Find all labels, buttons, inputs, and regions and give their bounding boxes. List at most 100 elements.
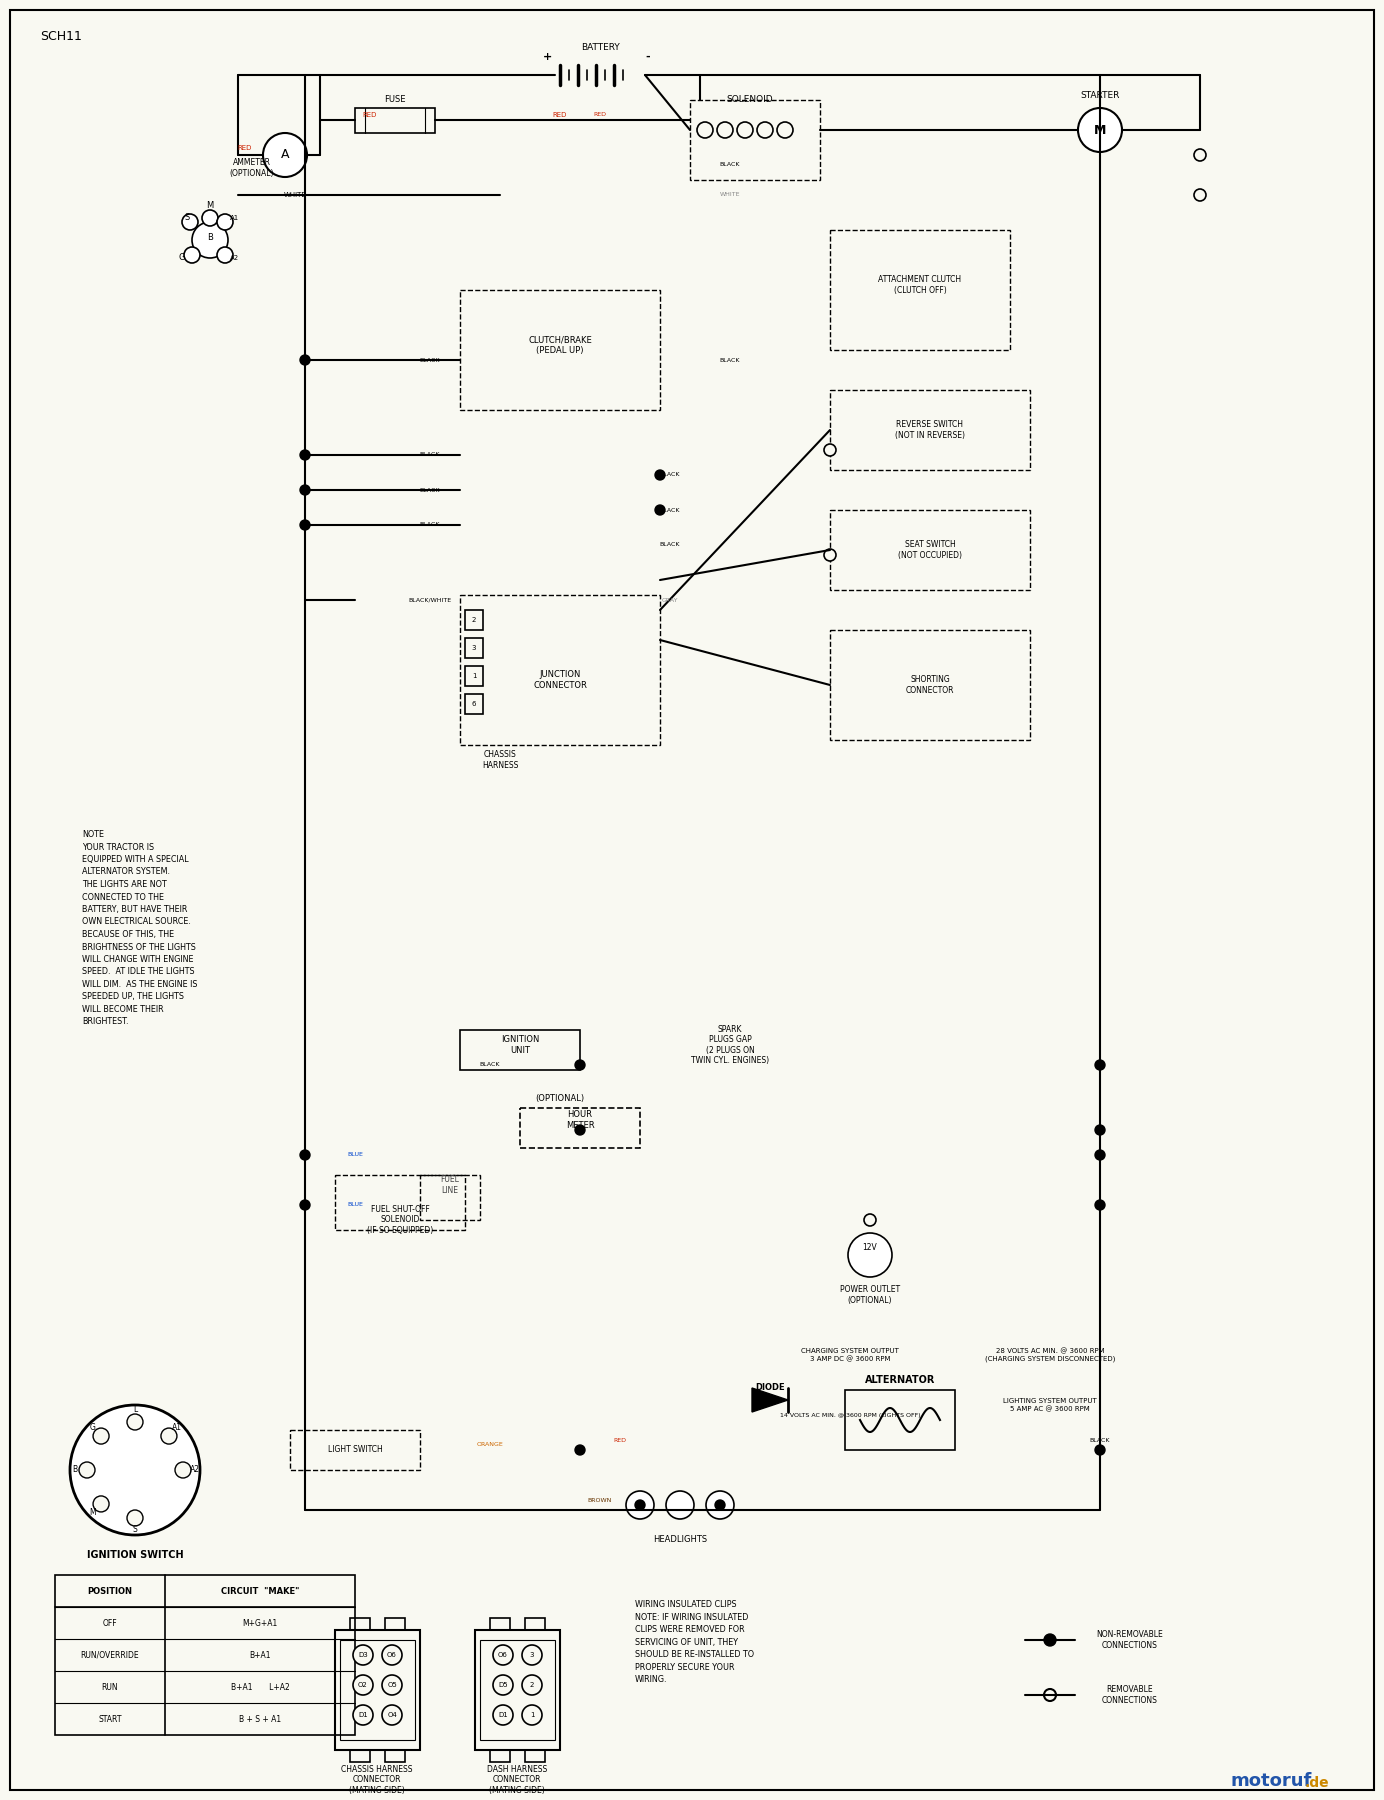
Text: M+G+A1: M+G+A1 bbox=[242, 1618, 278, 1627]
Bar bbox=[465, 610, 483, 630]
Text: BLACK: BLACK bbox=[480, 1062, 500, 1067]
Bar bbox=[490, 1750, 509, 1762]
Text: JUNCTION
CONNECTOR: JUNCTION CONNECTOR bbox=[533, 670, 587, 689]
Bar bbox=[340, 1640, 415, 1741]
Text: 28 VOLTS AC MIN. @ 3600 RPM
(CHARGING SYSTEM DISCONNECTED): 28 VOLTS AC MIN. @ 3600 RPM (CHARGING SY… bbox=[985, 1348, 1116, 1363]
Text: BLACK: BLACK bbox=[1089, 1438, 1110, 1442]
Circle shape bbox=[666, 1490, 693, 1519]
Text: CIRCUIT  "MAKE": CIRCUIT "MAKE" bbox=[221, 1586, 299, 1595]
Text: B + S + A1: B + S + A1 bbox=[239, 1714, 281, 1724]
Circle shape bbox=[493, 1645, 513, 1665]
Bar bbox=[830, 509, 1030, 590]
Circle shape bbox=[1194, 189, 1205, 202]
Text: CHASSIS
HARNESS: CHASSIS HARNESS bbox=[482, 751, 518, 770]
Circle shape bbox=[79, 1462, 95, 1478]
Bar bbox=[475, 1631, 561, 1750]
Text: .de: .de bbox=[1305, 1777, 1330, 1789]
Text: RED: RED bbox=[363, 112, 378, 119]
Text: 3: 3 bbox=[530, 1652, 534, 1658]
Bar bbox=[490, 1618, 509, 1631]
Bar bbox=[525, 1618, 545, 1631]
Bar bbox=[459, 290, 660, 410]
Text: O4: O4 bbox=[388, 1712, 397, 1717]
Circle shape bbox=[217, 247, 233, 263]
Circle shape bbox=[174, 1462, 191, 1478]
Text: 12V: 12V bbox=[862, 1244, 877, 1253]
Bar bbox=[525, 1750, 545, 1762]
Circle shape bbox=[382, 1645, 401, 1665]
Text: D5: D5 bbox=[498, 1681, 508, 1688]
Text: HOUR
METER: HOUR METER bbox=[566, 1111, 594, 1130]
Text: REMOVABLE
CONNECTIONS: REMOVABLE CONNECTIONS bbox=[1102, 1685, 1158, 1705]
Text: FUEL SHUT-OFF
SOLENOID
(IF SO EQUIPPED): FUEL SHUT-OFF SOLENOID (IF SO EQUIPPED) bbox=[367, 1206, 433, 1235]
Bar bbox=[419, 1175, 480, 1220]
Circle shape bbox=[1078, 108, 1122, 151]
Bar bbox=[520, 1109, 639, 1148]
Text: O5: O5 bbox=[388, 1681, 397, 1688]
Text: 2: 2 bbox=[530, 1681, 534, 1688]
Text: OFF: OFF bbox=[102, 1618, 118, 1627]
Text: O2: O2 bbox=[358, 1681, 368, 1688]
Circle shape bbox=[493, 1705, 513, 1724]
Text: POSITION: POSITION bbox=[87, 1586, 133, 1595]
Text: G: G bbox=[90, 1424, 95, 1433]
Text: B+A1: B+A1 bbox=[249, 1651, 271, 1660]
Circle shape bbox=[626, 1490, 655, 1519]
Text: S: S bbox=[133, 1526, 137, 1534]
Text: B: B bbox=[208, 232, 213, 241]
Text: M: M bbox=[1093, 124, 1106, 137]
Circle shape bbox=[93, 1496, 109, 1512]
Bar bbox=[459, 1030, 580, 1069]
Bar bbox=[465, 637, 483, 659]
Circle shape bbox=[300, 450, 310, 461]
Text: BLACK: BLACK bbox=[660, 542, 681, 547]
Bar bbox=[465, 666, 483, 686]
Text: D1: D1 bbox=[358, 1712, 368, 1717]
Text: CHASSIS HARNESS
CONNECTOR
(MATING SIDE): CHASSIS HARNESS CONNECTOR (MATING SIDE) bbox=[342, 1766, 412, 1795]
Circle shape bbox=[93, 1427, 109, 1444]
Text: 3: 3 bbox=[472, 644, 476, 652]
Text: BATTERY: BATTERY bbox=[581, 43, 620, 52]
Text: REVERSE SWITCH
(NOT IN REVERSE): REVERSE SWITCH (NOT IN REVERSE) bbox=[895, 419, 965, 439]
Text: WIRING INSULATED CLIPS
NOTE: IF WIRING INSULATED
CLIPS WERE REMOVED FOR
SERVICIN: WIRING INSULATED CLIPS NOTE: IF WIRING I… bbox=[635, 1600, 754, 1685]
Text: BLUE: BLUE bbox=[347, 1152, 363, 1157]
Bar bbox=[691, 101, 819, 180]
Circle shape bbox=[300, 355, 310, 365]
Text: (OPTIONAL): (OPTIONAL) bbox=[536, 1093, 584, 1102]
Circle shape bbox=[493, 1676, 513, 1696]
Text: WHITE: WHITE bbox=[284, 193, 306, 198]
Text: G: G bbox=[179, 254, 185, 263]
Circle shape bbox=[776, 122, 793, 139]
Text: BROWN: BROWN bbox=[588, 1498, 612, 1503]
Circle shape bbox=[71, 1406, 201, 1535]
Text: LIGHT SWITCH: LIGHT SWITCH bbox=[328, 1445, 382, 1454]
Text: 6: 6 bbox=[472, 700, 476, 707]
Text: START: START bbox=[98, 1714, 122, 1724]
Bar bbox=[385, 1618, 406, 1631]
Text: WHITE: WHITE bbox=[720, 193, 740, 198]
Bar bbox=[830, 391, 1030, 470]
Circle shape bbox=[263, 133, 307, 176]
Text: CHARGING SYSTEM OUTPUT
3 AMP DC @ 3600 RPM: CHARGING SYSTEM OUTPUT 3 AMP DC @ 3600 R… bbox=[801, 1348, 900, 1363]
Text: LIGHTING SYSTEM OUTPUT
5 AMP AC @ 3600 RPM: LIGHTING SYSTEM OUTPUT 5 AMP AC @ 3600 R… bbox=[1003, 1399, 1098, 1411]
Text: RUN: RUN bbox=[101, 1683, 118, 1692]
Circle shape bbox=[823, 445, 836, 455]
Text: ALTERNATOR: ALTERNATOR bbox=[865, 1375, 936, 1384]
Circle shape bbox=[161, 1427, 177, 1444]
Text: A2: A2 bbox=[190, 1465, 201, 1474]
Circle shape bbox=[1044, 1634, 1056, 1645]
Circle shape bbox=[717, 122, 734, 139]
Text: SHORTING
CONNECTOR: SHORTING CONNECTOR bbox=[905, 675, 954, 695]
Circle shape bbox=[1044, 1688, 1056, 1701]
Text: RED: RED bbox=[552, 112, 567, 119]
Text: M: M bbox=[206, 200, 213, 209]
Text: BLACK: BLACK bbox=[660, 472, 681, 477]
Text: GRAY: GRAY bbox=[662, 598, 678, 603]
Text: B: B bbox=[72, 1465, 78, 1474]
Text: O6: O6 bbox=[388, 1652, 397, 1658]
Text: RED: RED bbox=[238, 146, 252, 151]
Text: 1: 1 bbox=[530, 1712, 534, 1717]
Circle shape bbox=[183, 214, 198, 230]
Circle shape bbox=[1194, 149, 1205, 160]
Text: DIODE: DIODE bbox=[756, 1384, 785, 1393]
